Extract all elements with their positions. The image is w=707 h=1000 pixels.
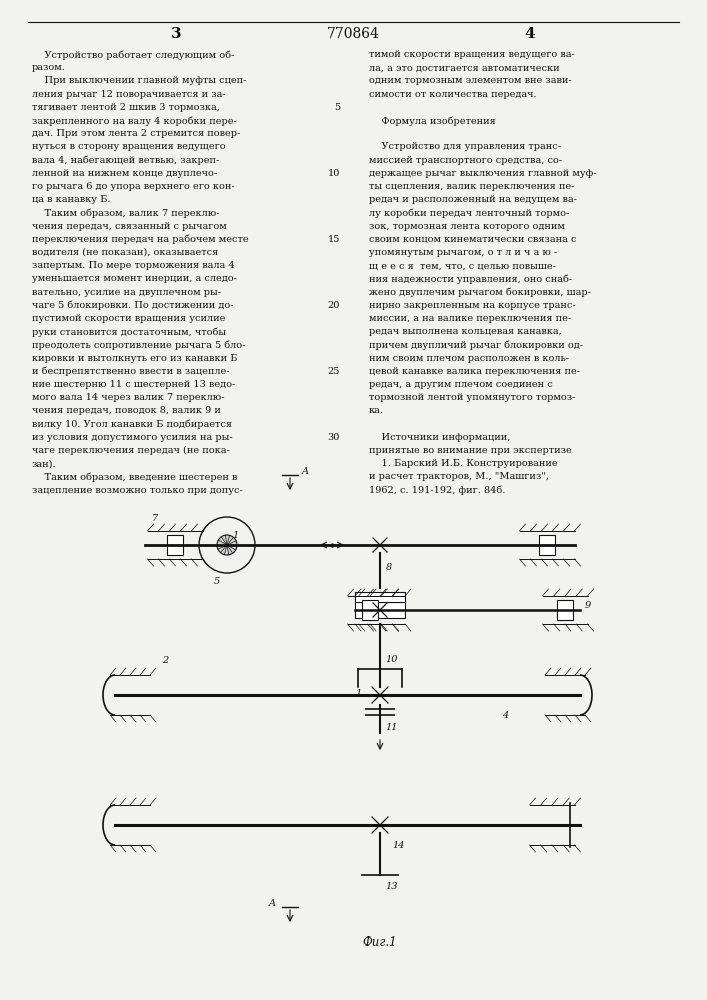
- Text: одним тормозным элементом вне зави-: одним тормозным элементом вне зави-: [369, 76, 572, 85]
- Text: 5: 5: [214, 577, 220, 586]
- Text: держащее рычаг выключения главной муф-: держащее рычаг выключения главной муф-: [369, 169, 597, 178]
- Text: Таким образом, введение шестерен в: Таким образом, введение шестерен в: [32, 472, 238, 482]
- Text: вала 4, набегающей ветвью, закреп-: вала 4, набегающей ветвью, закреп-: [32, 156, 219, 165]
- Text: 770864: 770864: [327, 27, 380, 41]
- Text: 30: 30: [327, 433, 340, 442]
- Text: 14: 14: [392, 841, 404, 850]
- Text: переключения передач на рабочем месте: переключения передач на рабочем месте: [32, 235, 249, 244]
- Circle shape: [217, 535, 237, 555]
- Text: жено двуплечим рычагом бокировки, шар-: жено двуплечим рычагом бокировки, шар-: [369, 288, 591, 297]
- Text: 8: 8: [386, 564, 392, 572]
- Text: ка.: ка.: [369, 406, 384, 415]
- Text: зок, тормозная лента которого одним: зок, тормозная лента которого одним: [369, 222, 565, 231]
- Text: 1962, с. 191-192, фиг. 84б.: 1962, с. 191-192, фиг. 84б.: [369, 486, 506, 495]
- Text: 2: 2: [162, 656, 168, 665]
- Bar: [355, 602, 405, 618]
- Text: 1: 1: [232, 531, 238, 540]
- Text: запертым. По мере торможения вала 4: запертым. По мере торможения вала 4: [32, 261, 235, 270]
- Text: 9: 9: [585, 600, 591, 609]
- Bar: [355, 592, 405, 602]
- Text: кировки и вытолкнуть его из канавки Б: кировки и вытолкнуть его из канавки Б: [32, 354, 238, 363]
- Text: Источники информации,: Источники информации,: [369, 433, 510, 442]
- Text: Устройство для управления транс-: Устройство для управления транс-: [369, 142, 561, 151]
- Text: из условия допустимого усилия на ры-: из условия допустимого усилия на ры-: [32, 433, 233, 442]
- Text: мого вала 14 через валик 7 переклю-: мого вала 14 через валик 7 переклю-: [32, 393, 225, 402]
- Text: Таким образом, валик 7 переклю-: Таким образом, валик 7 переклю-: [32, 208, 219, 218]
- Text: преодолеть сопротивление рычага 5 бло-: преодолеть сопротивление рычага 5 бло-: [32, 340, 245, 350]
- Text: уменьшается момент инерции, а следо-: уменьшается момент инерции, а следо-: [32, 274, 237, 283]
- Text: упомянутым рычагом, о т л и ч а ю -: упомянутым рычагом, о т л и ч а ю -: [369, 248, 557, 257]
- Text: A: A: [269, 900, 276, 908]
- Text: щ е е с я  тем, что, с целью повыше-: щ е е с я тем, что, с целью повыше-: [369, 261, 556, 270]
- Text: тимой скорости вращения ведущего ва-: тимой скорости вращения ведущего ва-: [369, 50, 575, 59]
- Text: нуться в сторону вращения ведущего: нуться в сторону вращения ведущего: [32, 142, 226, 151]
- Text: ты сцепления, валик переключения пе-: ты сцепления, валик переключения пе-: [369, 182, 574, 191]
- Text: 25: 25: [327, 367, 340, 376]
- Text: 11: 11: [385, 723, 397, 732]
- Bar: [167, 535, 183, 555]
- Text: разом.: разом.: [32, 63, 66, 72]
- Text: руки становится достаточным, чтобы: руки становится достаточным, чтобы: [32, 327, 226, 337]
- Text: чаге 5 блокировки. По достижении до-: чаге 5 блокировки. По достижении до-: [32, 301, 233, 310]
- Text: ленной на нижнем конце двуплечо-: ленной на нижнем конце двуплечо-: [32, 169, 217, 178]
- Text: 15: 15: [327, 235, 340, 244]
- Bar: [539, 535, 555, 555]
- Text: 13: 13: [385, 882, 397, 891]
- Text: го рычага 6 до упора верхнего его кон-: го рычага 6 до упора верхнего его кон-: [32, 182, 235, 191]
- Text: тягивает лентой 2 шкив 3 тормозка,: тягивает лентой 2 шкив 3 тормозка,: [32, 103, 220, 112]
- Text: 3: 3: [170, 27, 181, 41]
- Text: ние шестерню 11 с шестерней 13 ведо-: ние шестерню 11 с шестерней 13 ведо-: [32, 380, 235, 389]
- Text: ления рычаг 12 поворачивается и за-: ления рычаг 12 поворачивается и за-: [32, 90, 226, 99]
- Text: редач, а другим плечом соединен с: редач, а другим плечом соединен с: [369, 380, 553, 389]
- Text: ния надежности управления, оно снаб-: ния надежности управления, оно снаб-: [369, 274, 572, 284]
- Text: пустимой скорости вращения усилие: пустимой скорости вращения усилие: [32, 314, 226, 323]
- Text: причем двупличий рычаг блокировки од-: причем двупличий рычаг блокировки од-: [369, 340, 583, 350]
- Bar: [362, 600, 378, 620]
- Text: чения передач, поводок 8, валик 9 и: чения передач, поводок 8, валик 9 и: [32, 406, 221, 415]
- Text: Устройство работает следующим об-: Устройство работает следующим об-: [32, 50, 234, 60]
- Text: редач и расположенный на ведущем ва-: редач и расположенный на ведущем ва-: [369, 195, 577, 204]
- Text: ним своим плечом расположен в коль-: ним своим плечом расположен в коль-: [369, 354, 569, 363]
- Text: нирно закрепленным на корпусе транс-: нирно закрепленным на корпусе транс-: [369, 301, 575, 310]
- Text: A: A: [302, 468, 309, 477]
- Text: ца в канавку Б.: ца в канавку Б.: [32, 195, 110, 204]
- Text: 4: 4: [525, 27, 535, 41]
- Text: Фиг.1: Фиг.1: [363, 936, 397, 948]
- Text: миссии, а на валике переключения пе-: миссии, а на валике переключения пе-: [369, 314, 571, 323]
- Text: своим концом кинематически связана с: своим концом кинематически связана с: [369, 235, 576, 244]
- Text: 20: 20: [327, 301, 340, 310]
- Text: вилку 10. Угол канавки Б подбирается: вилку 10. Угол канавки Б подбирается: [32, 420, 232, 429]
- Bar: [557, 600, 573, 620]
- Text: чения передач, связанный с рычагом: чения передач, связанный с рычагом: [32, 222, 227, 231]
- Text: Формула изобретения: Формула изобретения: [369, 116, 496, 125]
- Text: и расчет тракторов, М., "Машгиз",: и расчет тракторов, М., "Машгиз",: [369, 472, 549, 481]
- Text: симости от количества передач.: симости от количества передач.: [369, 90, 537, 99]
- Text: редач выполнена кольцевая канавка,: редач выполнена кольцевая канавка,: [369, 327, 562, 336]
- Text: тормозной лентой упомянутого тормоз-: тормозной лентой упомянутого тормоз-: [369, 393, 575, 402]
- Text: принятые во внимание при экспертизе: принятые во внимание при экспертизе: [369, 446, 572, 455]
- Text: 1. Барский И.Б. Конструирование: 1. Барский И.Б. Конструирование: [369, 459, 558, 468]
- Text: При выключении главной муфты сцеп-: При выключении главной муфты сцеп-: [32, 76, 246, 85]
- Text: зан).: зан).: [32, 459, 57, 468]
- Text: 4: 4: [502, 711, 508, 720]
- Text: зацепление возможно только при допус-: зацепление возможно только при допус-: [32, 486, 243, 495]
- Text: 10: 10: [327, 169, 340, 178]
- Text: 10: 10: [385, 656, 397, 664]
- Text: дач. При этом лента 2 стремится повер-: дач. При этом лента 2 стремится повер-: [32, 129, 240, 138]
- Text: вательно, усилие на двуплечном ры-: вательно, усилие на двуплечном ры-: [32, 288, 221, 297]
- Text: лу коробки передач ленточный тормо-: лу коробки передач ленточный тормо-: [369, 208, 569, 218]
- Text: ла, а это достигается автоматически: ла, а это достигается автоматически: [369, 63, 560, 72]
- Text: водителя (не показан), оказывается: водителя (не показан), оказывается: [32, 248, 218, 257]
- Text: 1: 1: [356, 688, 362, 698]
- Text: закрепленного на валу 4 коробки пере-: закрепленного на валу 4 коробки пере-: [32, 116, 237, 125]
- Text: и беспрепятственно ввести в зацепле-: и беспрепятственно ввести в зацепле-: [32, 367, 230, 376]
- Text: 7: 7: [152, 514, 158, 523]
- Text: миссией транспортного средства, со-: миссией транспортного средства, со-: [369, 156, 562, 165]
- Text: цевой канавке валика переключения пе-: цевой канавке валика переключения пе-: [369, 367, 580, 376]
- Text: чаге переключения передач (не пока-: чаге переключения передач (не пока-: [32, 446, 230, 455]
- Text: 5: 5: [334, 103, 340, 112]
